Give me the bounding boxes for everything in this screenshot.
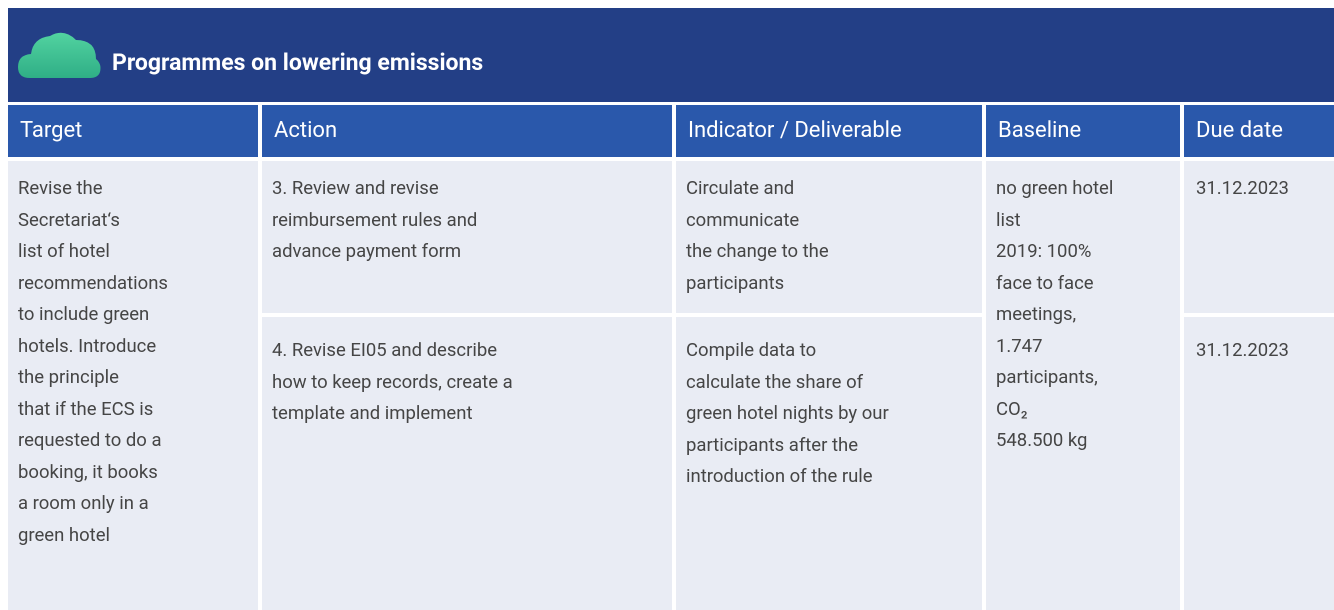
cell-text: 1.747 bbox=[996, 334, 1043, 357]
cell-text: the principle bbox=[18, 366, 119, 388]
cell-text: 548.500 kg bbox=[996, 429, 1088, 451]
cell-text: Circulate and bbox=[686, 177, 795, 199]
cell-text: CO₂ bbox=[996, 397, 1028, 420]
cloud-icon bbox=[18, 32, 101, 78]
cell-text: no green hotel bbox=[996, 177, 1114, 199]
cell-text: requested to do a bbox=[18, 429, 162, 451]
cell-text: Revise the bbox=[18, 177, 103, 199]
column-header: Indicator / Deliverable bbox=[676, 105, 982, 157]
cell-text: template and implement bbox=[272, 402, 473, 424]
cell-text: participants bbox=[686, 271, 785, 294]
table-cell bbox=[1184, 161, 1334, 313]
column-header: Due date bbox=[1184, 105, 1334, 157]
cell-text: participants after the bbox=[686, 433, 859, 456]
cell-text: meetings, bbox=[996, 303, 1077, 325]
cell-text: list bbox=[996, 208, 1021, 231]
cell-text: 2019: 100% bbox=[996, 240, 1092, 262]
cell-text: a room only in a bbox=[18, 492, 149, 514]
cell-text: reimbursement rules and bbox=[272, 208, 478, 231]
title: Programmes on lowering emissions bbox=[112, 49, 484, 76]
cell-text: that if the ECS is bbox=[18, 397, 154, 420]
column-header: Action bbox=[262, 105, 672, 157]
column-header: Baseline bbox=[986, 105, 1180, 157]
table-cell bbox=[8, 161, 258, 610]
column-header: Target bbox=[8, 105, 258, 157]
cell-text: 31.12.2023 bbox=[1196, 339, 1289, 361]
cell-text: the change to the bbox=[686, 240, 829, 262]
cell-text: 4. Revise EI05 and describe bbox=[272, 339, 498, 361]
table-cell bbox=[262, 161, 672, 313]
title-band bbox=[8, 8, 1334, 102]
cell-text: calculate the share of bbox=[686, 370, 864, 393]
cell-text: face to face bbox=[996, 271, 1094, 294]
table-cell bbox=[1184, 317, 1334, 610]
cell-text: 3. Review and revise bbox=[272, 177, 439, 199]
cell-text: introduction of the rule bbox=[686, 465, 873, 487]
cell-text: green hotel bbox=[18, 523, 111, 546]
cell-text: recommendations bbox=[18, 271, 168, 294]
table-cell bbox=[986, 161, 1180, 610]
cell-text: to include green bbox=[18, 303, 150, 325]
cell-text: Compile data to bbox=[686, 339, 817, 361]
cell-text: booking, it books bbox=[18, 460, 158, 483]
cell-text: communicate bbox=[686, 208, 800, 231]
cell-text: participants, bbox=[996, 366, 1098, 388]
cell-text: Secretariat‘s bbox=[18, 208, 120, 231]
cell-text: 31.12.2023 bbox=[1196, 177, 1289, 199]
cell-text: list of hotel bbox=[18, 240, 110, 262]
cell-text: how to keep records, create a bbox=[272, 370, 513, 393]
table-cell bbox=[262, 317, 672, 610]
cell-text: advance payment form bbox=[272, 240, 462, 262]
table-cell bbox=[676, 317, 982, 610]
cell-text: hotels. Introduce bbox=[18, 334, 157, 357]
table-cell bbox=[676, 161, 982, 313]
cell-text: green hotel nights by our bbox=[686, 402, 889, 424]
